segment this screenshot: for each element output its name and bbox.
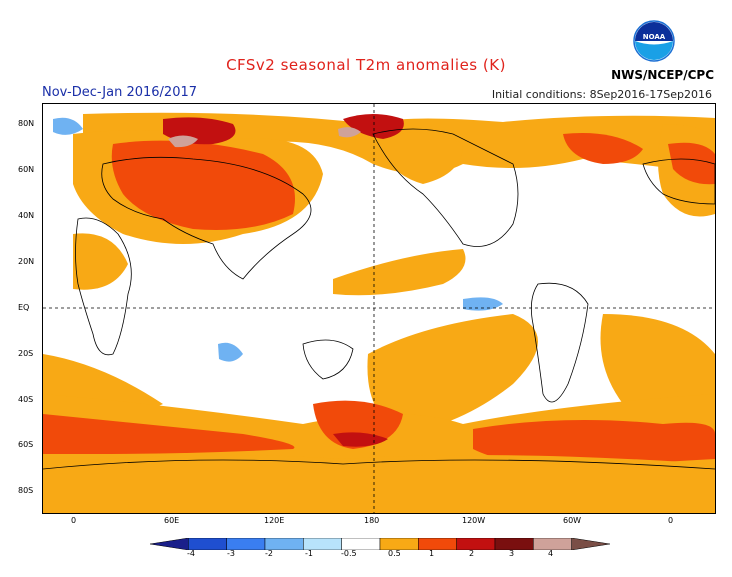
antarctic-warm xyxy=(43,455,715,513)
lat-label: 40S xyxy=(18,395,34,404)
pacific-tropical-warm xyxy=(333,249,466,296)
colorbar-swatch xyxy=(571,538,610,550)
africa-warm xyxy=(73,233,128,290)
colorbar-swatch xyxy=(494,538,534,550)
logo-text: NOAA xyxy=(643,33,666,41)
lon-label: 120E xyxy=(264,516,285,525)
lat-label: 20N xyxy=(18,257,35,266)
lat-label: 60S xyxy=(18,440,34,449)
north-america-hot xyxy=(343,114,404,139)
atlantic-hot xyxy=(563,133,643,164)
colorbar xyxy=(150,538,610,550)
eurasia-hot xyxy=(111,140,295,230)
colorbar-swatch xyxy=(418,538,457,550)
colorbar-label: -3 xyxy=(227,549,235,558)
pacific-cool xyxy=(463,297,503,311)
colorbar-swatch xyxy=(150,538,189,550)
lon-label: 60E xyxy=(164,516,180,525)
coastlines xyxy=(43,128,715,470)
south-pacific-warm xyxy=(367,314,538,434)
north-america-warm xyxy=(373,132,463,184)
southern-ocean-hot xyxy=(43,414,295,454)
agency-label: NWS/NCEP/CPC xyxy=(611,68,714,82)
indian-ocean-cool xyxy=(218,342,243,362)
lon-label: 60W xyxy=(563,516,582,525)
colorbar-label: 4 xyxy=(548,549,554,558)
colorbar-label: 3 xyxy=(509,549,515,558)
arctic-max xyxy=(168,135,198,148)
lat-label: EQ xyxy=(18,303,30,312)
colorbar-label: 0.5 xyxy=(388,549,401,558)
alaska-max xyxy=(338,127,361,138)
colorbar-label: -0.5 xyxy=(341,549,357,558)
lon-label: 180 xyxy=(364,516,380,525)
anomaly-map xyxy=(42,103,716,514)
lat-label: 20S xyxy=(18,349,34,358)
lat-label: 40N xyxy=(18,211,35,220)
lon-label: 120W xyxy=(462,516,486,525)
season-label: Nov-Dec-Jan 2016/2017 xyxy=(42,85,198,100)
colorbar-label: 1 xyxy=(429,549,435,558)
colorbar-label: -4 xyxy=(187,549,195,558)
lat-label: 80N xyxy=(18,119,35,128)
colorbar-label: -1 xyxy=(305,549,313,558)
europe-hot xyxy=(668,142,715,185)
lat-label: 60N xyxy=(18,165,35,174)
map-title: CFSv2 seasonal T2m anomalies (K) xyxy=(226,56,506,74)
arctic-cool xyxy=(53,117,83,135)
lat-label: 80S xyxy=(18,486,34,495)
initial-conditions-label: Initial conditions: 8Sep2016-17Sep2016 xyxy=(491,88,712,101)
lon-label: 0 xyxy=(71,516,77,525)
colorbar-swatch xyxy=(456,538,496,550)
colorbar-label: -2 xyxy=(265,549,273,558)
lon-label: 0 xyxy=(668,516,674,525)
noaa-logo: NOAA xyxy=(633,20,675,62)
colorbar-label: 2 xyxy=(469,549,475,558)
